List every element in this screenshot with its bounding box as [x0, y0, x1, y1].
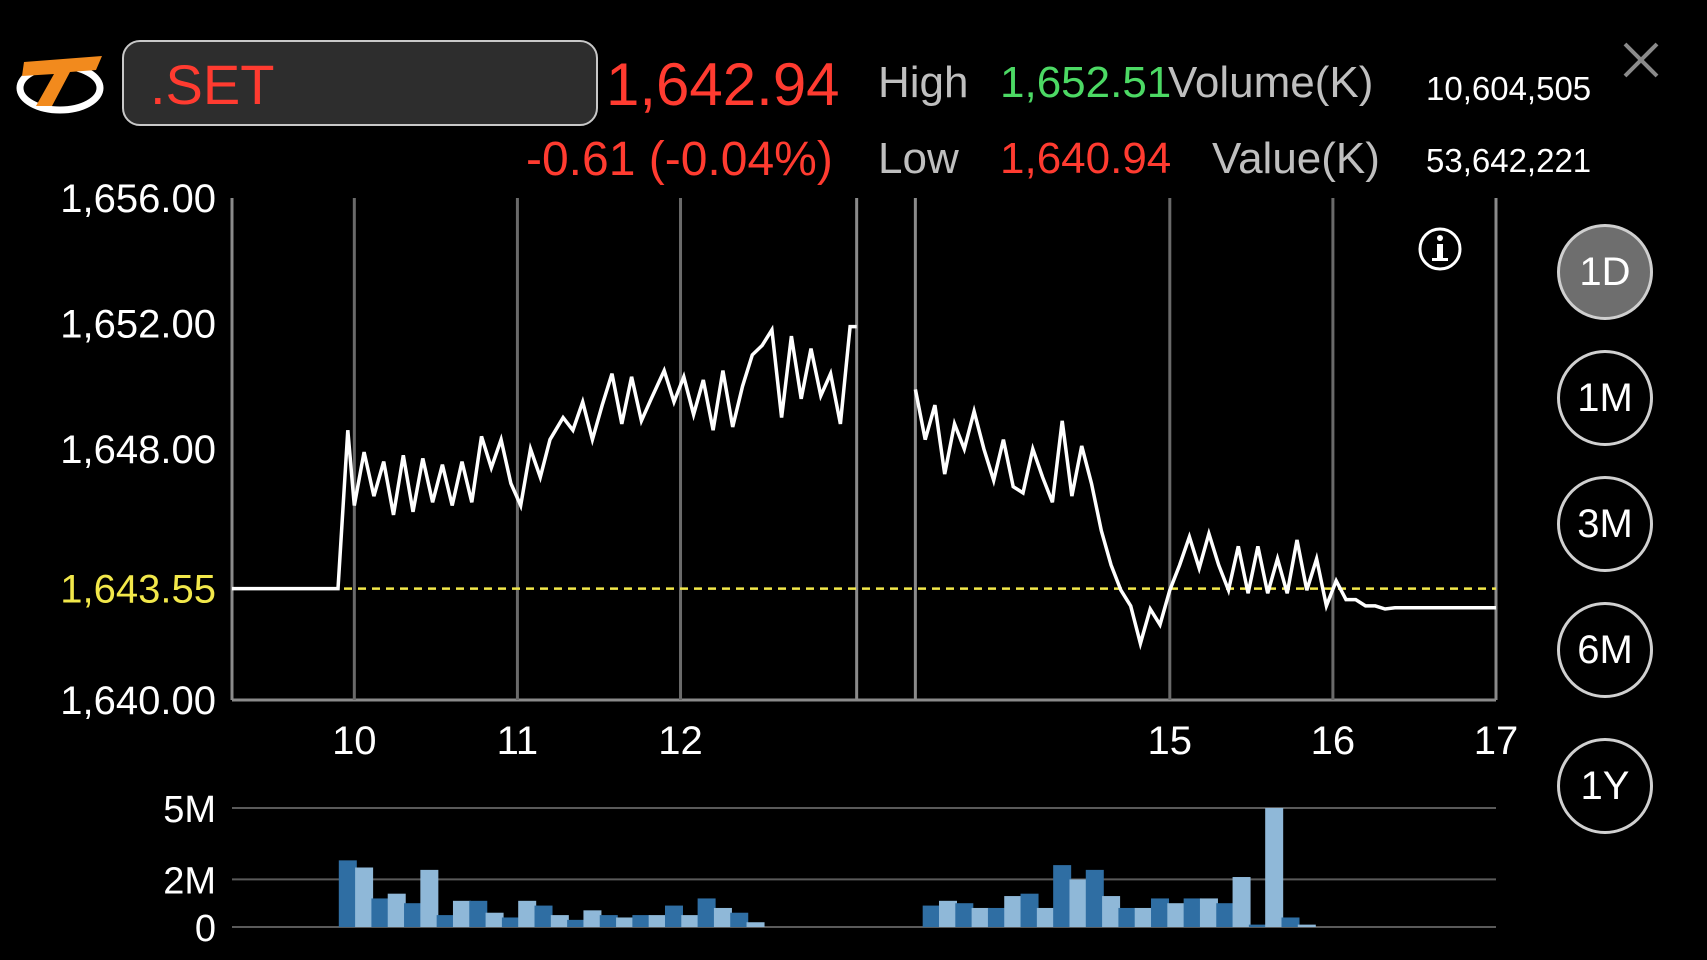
volume-bar: [485, 912, 504, 927]
volume-bar: [404, 903, 423, 927]
value-value: 53,642,221: [1426, 142, 1592, 179]
volume-bar: [713, 907, 732, 927]
last-price: 1,642.94: [606, 51, 840, 118]
volume-bar: [664, 905, 683, 927]
volume-bar: [1281, 917, 1300, 927]
volume-bar: [1297, 924, 1316, 927]
volume-bar: [730, 912, 749, 927]
period-button-6m[interactable]: 6M: [1557, 602, 1653, 698]
volume-bar: [371, 898, 390, 927]
low-value: 1,640.94: [1000, 134, 1172, 183]
x-tick-label: 10: [332, 719, 377, 763]
price-change: -0.61 (-0.04%): [526, 133, 833, 186]
volume-bar: [1199, 898, 1218, 927]
volume-bar: [1183, 898, 1202, 927]
volume-bar: [1216, 903, 1235, 927]
volume-bar: [938, 900, 957, 927]
volume-bar: [1085, 869, 1104, 927]
price-line-morning-session: [232, 324, 857, 591]
volume-bar: [452, 900, 471, 927]
volume-bar: [550, 915, 569, 927]
symbol-text: .SET: [150, 53, 275, 116]
period-button-1d[interactable]: 1D: [1557, 224, 1653, 320]
volume-bar: [632, 915, 651, 927]
volume-bar: [567, 919, 586, 927]
volume-bar: [436, 915, 455, 927]
volume-bar: [420, 869, 439, 927]
volume-y-tick-label: 0: [195, 908, 216, 950]
volume-y-tick-label: 5M: [163, 789, 216, 831]
volume-bar: [1248, 924, 1267, 927]
volume-bar: [583, 910, 602, 927]
x-tick-label: 11: [497, 719, 539, 763]
volume-bar: [1036, 907, 1055, 927]
price-line-afternoon-session: [913, 389, 1496, 651]
y-tick-label: 1,640.00: [60, 679, 216, 723]
volume-bar: [746, 922, 765, 927]
reference-label: 1,643.55: [60, 568, 216, 612]
x-tick-label: 16: [1311, 719, 1356, 763]
high-value: 1,652.51: [1000, 58, 1172, 107]
volume-bar: [1053, 865, 1072, 927]
volume-bar: [1151, 898, 1170, 927]
y-tick-label: 1,652.00: [60, 303, 216, 347]
x-tick-label: 17: [1474, 719, 1519, 763]
settrade-logo: [16, 56, 104, 114]
info-icon[interactable]: [1418, 227, 1462, 271]
volume-bar: [1102, 896, 1121, 927]
volume-bar: [681, 915, 700, 927]
volume-bar: [971, 907, 990, 927]
volume-bar: [355, 867, 374, 927]
volume-bar: [534, 905, 553, 927]
x-tick-label: 12: [658, 719, 703, 763]
volume-bar: [1265, 808, 1284, 927]
low-label: Low: [878, 134, 959, 183]
volume-value: 10,604,505: [1426, 70, 1592, 107]
volume-bar: [1167, 903, 1186, 927]
volume-y-tick-label: 2M: [163, 860, 216, 902]
period-button-1m[interactable]: 1M: [1557, 350, 1653, 446]
volume-bar: [987, 907, 1006, 927]
period-button-1y[interactable]: 1Y: [1557, 738, 1653, 834]
volume-bar: [648, 915, 667, 927]
volume-bar: [599, 915, 618, 927]
volume-bar: [469, 900, 488, 927]
y-tick-label: 1,648.00: [60, 428, 216, 472]
volume-bar: [1232, 877, 1251, 927]
y-tick-label: 1,656.00: [60, 177, 216, 221]
volume-bar: [518, 900, 537, 927]
symbol-search-box[interactable]: .SET: [122, 40, 598, 126]
volume-bar: [338, 860, 357, 927]
volume-bar: [697, 898, 716, 927]
volume-bar: [387, 893, 406, 927]
volume-bar: [1118, 907, 1137, 927]
period-button-3m[interactable]: 3M: [1557, 476, 1653, 572]
x-tick-label: 15: [1148, 719, 1193, 763]
value-label: Value(K): [1212, 134, 1380, 183]
volume-bar: [1134, 907, 1153, 927]
volume-bar: [1069, 879, 1088, 927]
volume-bar: [1004, 896, 1023, 927]
volume-label: Volume(K): [1168, 58, 1374, 107]
volume-bar: [1020, 893, 1039, 927]
volume-bar: [616, 917, 635, 927]
close-icon[interactable]: [1619, 38, 1663, 82]
high-label: High: [878, 58, 969, 107]
volume-bar: [501, 917, 520, 927]
volume-bar: [922, 905, 941, 927]
volume-bar: [955, 903, 974, 927]
